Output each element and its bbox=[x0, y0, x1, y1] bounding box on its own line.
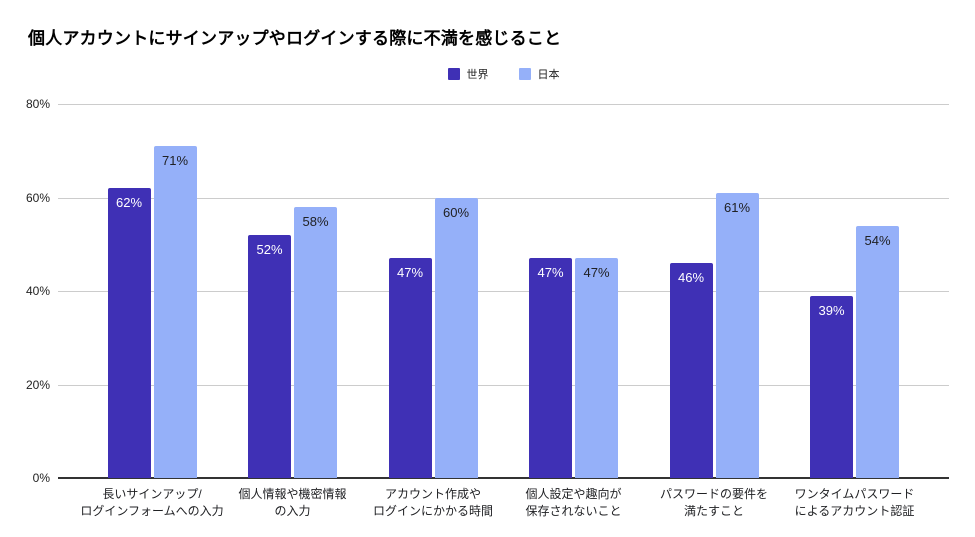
bar-value-label: 62% bbox=[115, 195, 143, 211]
x-axis-label-line: 保存されないこと bbox=[525, 504, 622, 518]
bar-value-label: 47% bbox=[537, 265, 564, 281]
gridline-20% bbox=[58, 384, 949, 386]
legend-swatch-world bbox=[447, 68, 460, 80]
legend-swatch-japan bbox=[518, 68, 531, 80]
x-axis-label-6: ワンタイムパスワード によるアカウント認証 bbox=[770, 486, 940, 520]
y-axis-label-60%: 60% bbox=[25, 190, 50, 205]
x-axis-label-line: 個人設定や趣向が bbox=[525, 487, 622, 501]
x-axis-label-5: パスワードの要件を 満たすこと bbox=[629, 486, 799, 520]
x-axis-label-line: ワンタイムパスワード bbox=[794, 487, 915, 501]
x-axis-label-4: 個人設定や趣向が 保存されないこと bbox=[489, 486, 659, 520]
bar-世界-1: 62% bbox=[107, 188, 151, 478]
bar-value-label: 52% bbox=[256, 241, 283, 257]
legend-label-world: 世界 bbox=[466, 69, 489, 81]
legend-label-japan: 日本 bbox=[537, 69, 560, 81]
y-axis-label-80%: 80% bbox=[25, 97, 50, 111]
legend-item-world: 世界 bbox=[447, 66, 489, 82]
y-axis-label-0%: 0% bbox=[32, 471, 50, 485]
bar-日本-1: 71% bbox=[153, 146, 197, 478]
bar-group-6: 39% 54% bbox=[810, 104, 899, 478]
bar-value-label: 58% bbox=[302, 213, 329, 229]
bar-group-5: 46% 61% bbox=[669, 104, 759, 478]
x-axis-label-2: 個人情報や機密情報 の入力 bbox=[208, 486, 378, 520]
x-axis-label-line: 満たすこと bbox=[683, 504, 744, 518]
bar-value-label: 39% bbox=[818, 302, 845, 318]
bar-value-label: 47% bbox=[583, 265, 610, 281]
bar-value-label: 71% bbox=[161, 153, 189, 169]
gridline-40% bbox=[58, 291, 949, 292]
bar-value-label: 46% bbox=[677, 269, 705, 285]
x-axis-label-line: 長いサインアップ/ bbox=[102, 487, 202, 501]
bar-value-label: 61% bbox=[723, 199, 751, 215]
bar-group-4: 47% 47% bbox=[529, 104, 618, 478]
bar-group-2: 52% 58% bbox=[248, 104, 337, 478]
x-axis-label-line: 個人情報や機密情報 bbox=[238, 487, 347, 501]
bar-group-1: 62% 71% bbox=[107, 104, 197, 478]
x-axis-label-line: の入力 bbox=[274, 504, 311, 518]
x-axis-label-line: ログインにかかる時間 bbox=[372, 504, 493, 518]
chart-title: 個人アカウントにサインアップやログインする際に不満を感じること bbox=[28, 29, 562, 48]
bar-日本-6: 54% bbox=[856, 225, 899, 478]
bar-日本-2: 58% bbox=[294, 206, 337, 478]
bar-日本-3: 60% bbox=[434, 197, 478, 478]
bar-value-label: 54% bbox=[864, 232, 891, 248]
bar-日本-5: 61% bbox=[715, 192, 759, 478]
bar-group-3: 47% 60% bbox=[388, 104, 478, 478]
bar-日本-4: 47% bbox=[575, 258, 618, 478]
bar-世界-5: 46% bbox=[669, 262, 713, 478]
bar-世界-2: 52% bbox=[248, 234, 291, 478]
gridline-60% bbox=[58, 197, 949, 199]
gridline-80% bbox=[58, 104, 949, 105]
chart-legend: 世界 日本 bbox=[58, 66, 949, 82]
plot-area: 62% 71% 52% 58% 47% 60% 47% 47% 46% 61% 39% 54% bbox=[58, 104, 949, 479]
y-axis-label-40%: 40% bbox=[25, 284, 50, 298]
x-axis-label-line: によるアカウント認証 bbox=[794, 504, 915, 518]
x-axis-line bbox=[58, 477, 949, 479]
bar-value-label: 60% bbox=[442, 204, 470, 220]
x-axis-label-line: パスワードの要件を bbox=[659, 487, 768, 501]
bar-世界-3: 47% bbox=[388, 258, 432, 478]
bar-世界-6: 39% bbox=[810, 295, 853, 478]
y-axis-label-20%: 20% bbox=[25, 377, 50, 392]
legend-item-japan: 日本 bbox=[518, 66, 560, 82]
x-axis-label-line: ログインフォームへの入力 bbox=[80, 504, 224, 518]
x-axis-label-line: アカウント作成や bbox=[384, 487, 481, 501]
bar-value-label: 47% bbox=[396, 265, 424, 281]
bar-世界-4: 47% bbox=[529, 258, 572, 478]
x-axis-label-3: アカウント作成や ログインにかかる時間 bbox=[348, 486, 518, 520]
x-axis-label-1: 長いサインアップ/ログインフォームへの入力 bbox=[67, 486, 237, 520]
